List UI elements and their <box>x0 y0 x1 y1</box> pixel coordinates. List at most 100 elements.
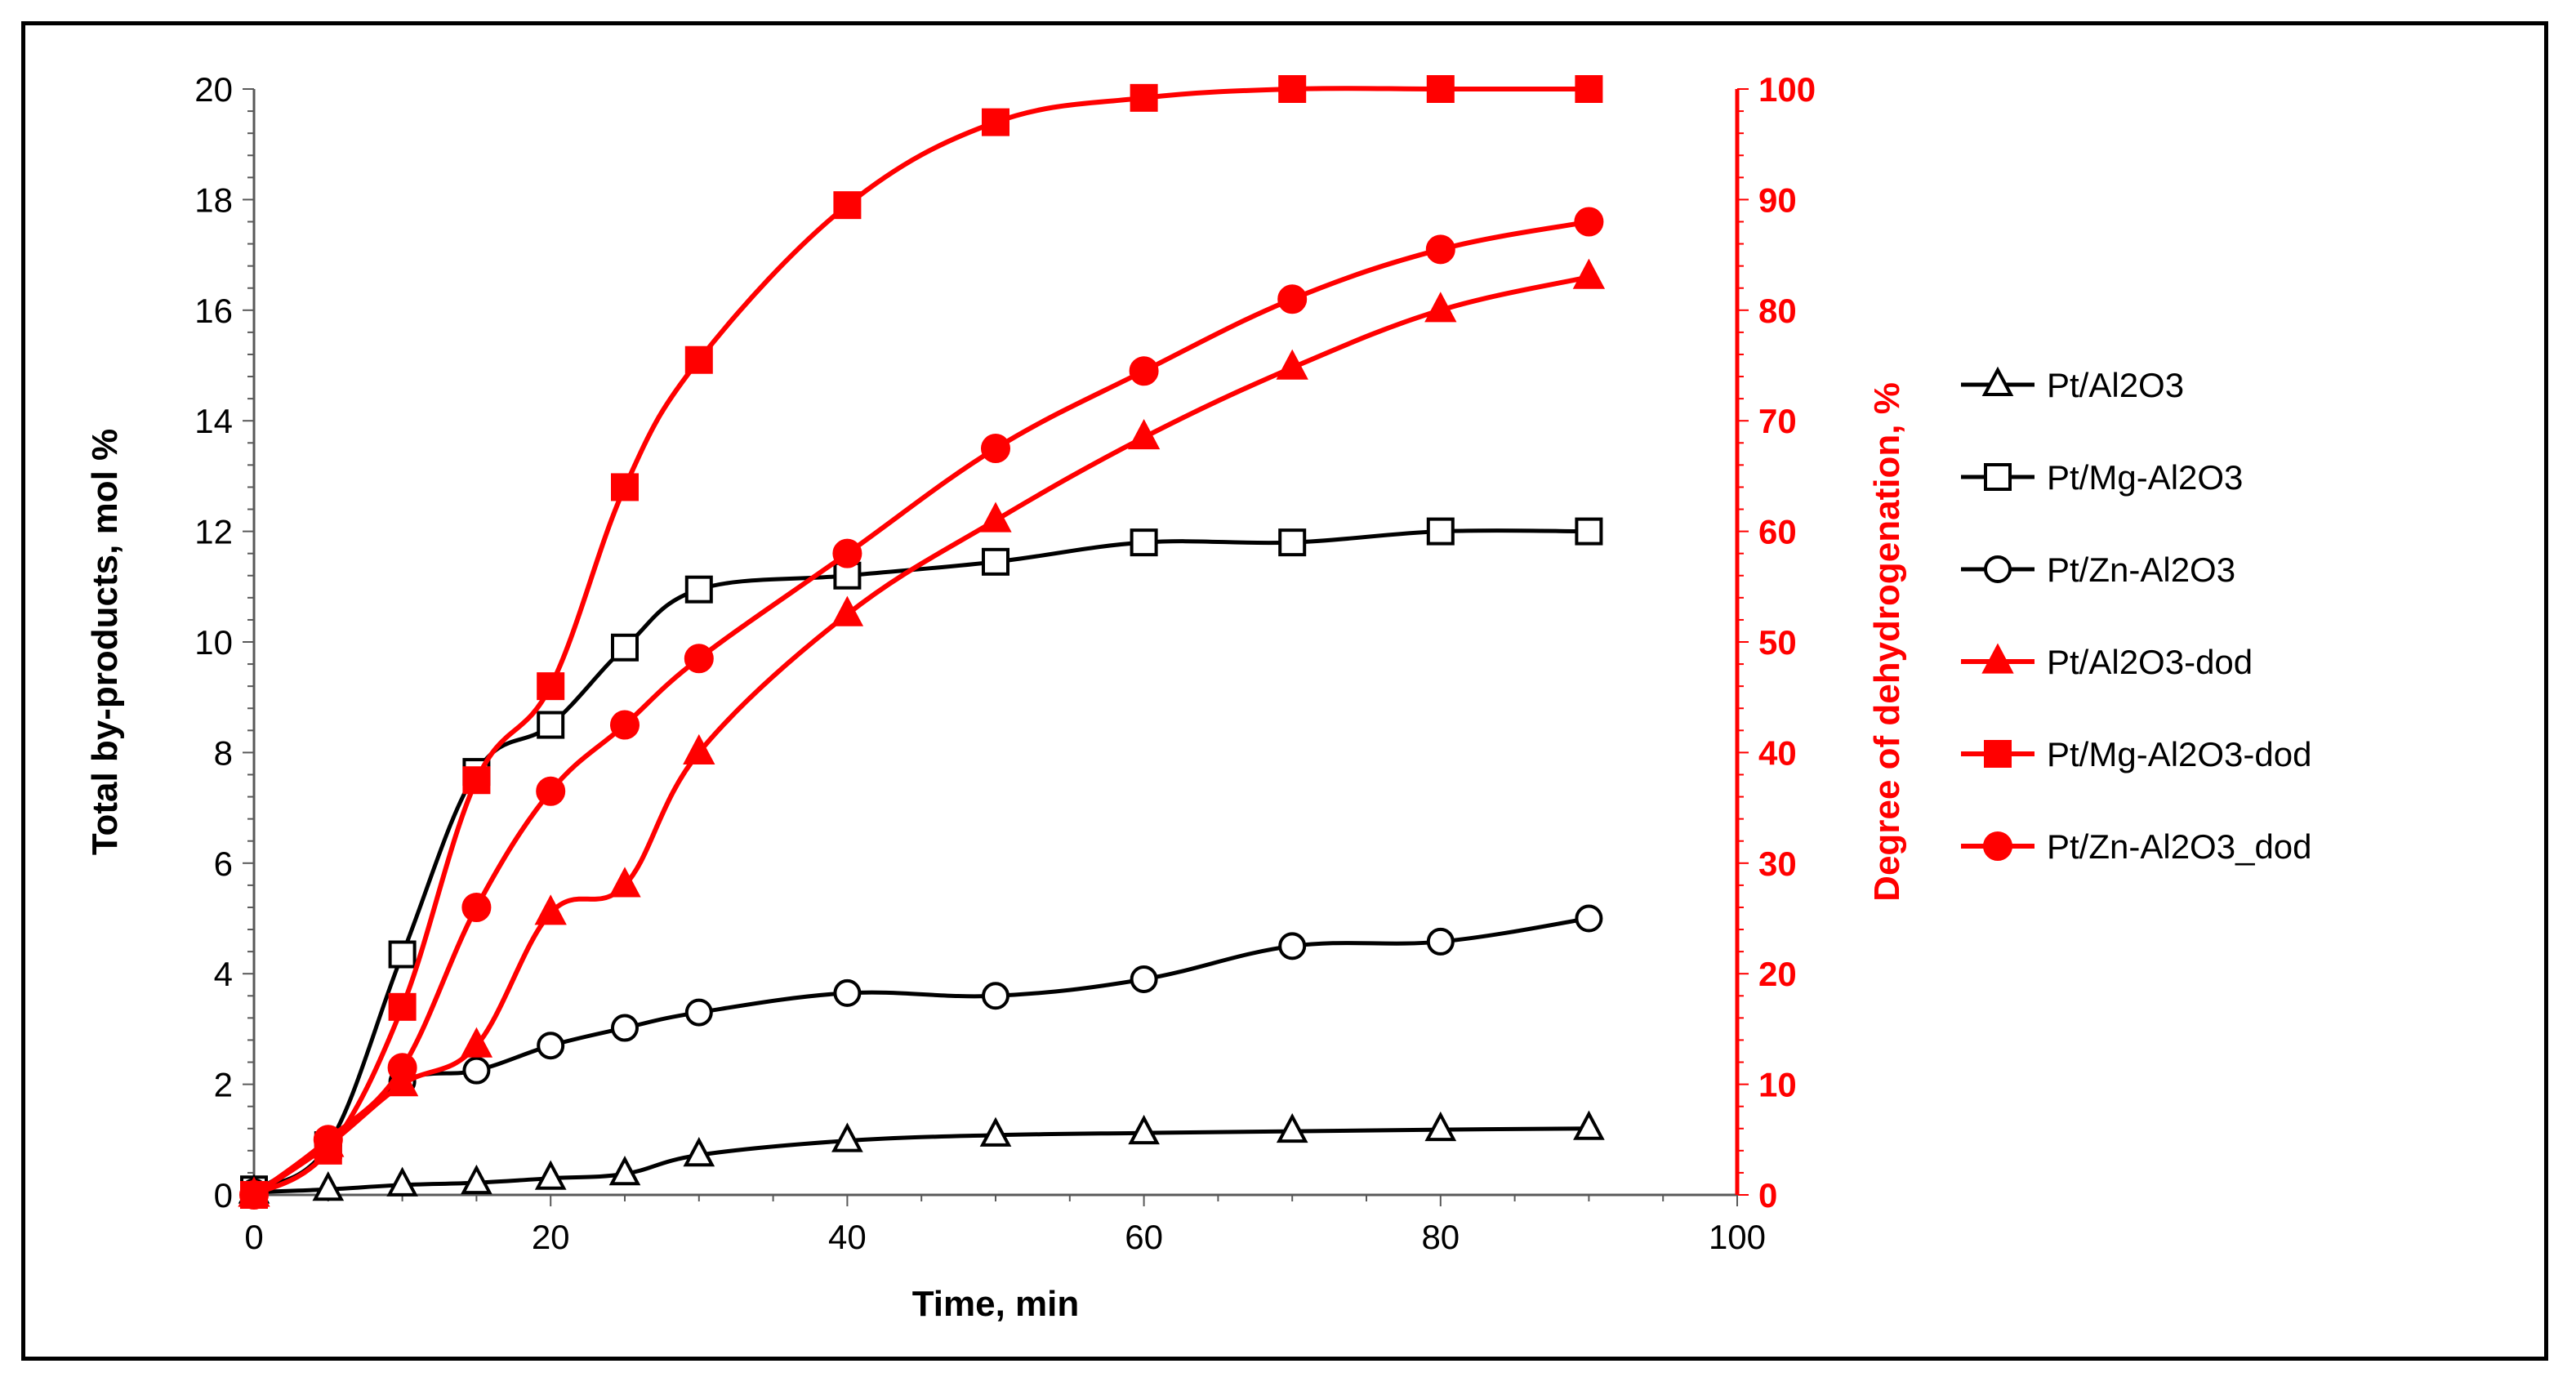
data-point <box>462 1056 491 1085</box>
data-point <box>1573 1110 1605 1140</box>
legend-entry: Pt/Mg-Al2O3 <box>1961 458 2243 497</box>
data-point <box>388 940 417 969</box>
y-tick-label: 10 <box>194 623 233 662</box>
series-line <box>252 219 1589 1197</box>
series-line <box>253 1126 1589 1195</box>
y-tick-label: 14 <box>194 402 233 440</box>
data-point <box>1575 517 1603 546</box>
legend-marker <box>1983 831 2012 861</box>
series-layer <box>238 75 1606 1210</box>
x-tick-label: 40 <box>828 1218 867 1256</box>
data-point <box>1424 292 1457 323</box>
data-point <box>1425 234 1455 265</box>
y2-axis-label: Degree of dehydrogenation, % <box>1867 382 1907 902</box>
data-point <box>1276 349 1308 380</box>
legend-marker <box>1984 555 2012 583</box>
x-tick-label: 20 <box>532 1218 570 1256</box>
line-chart: 0 2 4 6 8 10 12 14 16 18 20 0 10 20 30 40 50 60 70 80 90 100 0… <box>85 70 2312 1324</box>
data-point <box>534 1160 567 1190</box>
y-tick-label: 12 <box>194 513 233 551</box>
data-point <box>832 538 862 568</box>
data-point <box>1130 965 1158 993</box>
data-point <box>684 345 713 374</box>
data-point <box>386 1166 418 1197</box>
y2-tick-label: 10 <box>1758 1066 1797 1104</box>
data-point <box>683 733 715 764</box>
legend-entry: Pt/Mg-Al2O3-dod <box>1961 735 2311 773</box>
x-tick-label: 0 <box>244 1218 263 1256</box>
data-point <box>611 633 639 662</box>
data-point <box>1128 1114 1160 1145</box>
series-line <box>252 86 1589 1197</box>
y2-tick-label: 40 <box>1758 733 1797 772</box>
y-tick-label: 2 <box>214 1066 233 1104</box>
axes: 0 2 4 6 8 10 12 14 16 18 20 0 10 20 30 40 50 60 70 80 90 100 0… <box>194 70 1816 1256</box>
data-point <box>536 776 566 806</box>
data-point <box>537 711 565 739</box>
data-point <box>537 1032 565 1060</box>
data-point <box>833 978 862 1007</box>
y-tick-label: 6 <box>214 845 233 883</box>
data-point <box>1575 75 1603 103</box>
data-point <box>982 547 1009 576</box>
data-point <box>1130 83 1158 112</box>
data-point <box>1278 528 1307 557</box>
series-4 <box>240 75 1603 1209</box>
series-0 <box>238 1110 1605 1204</box>
y2-tick-label: 30 <box>1758 845 1797 883</box>
data-point <box>1574 207 1604 237</box>
x-axis-label: Time, min <box>912 1284 1080 1324</box>
data-point <box>979 501 1012 533</box>
y-tick-label: 0 <box>214 1176 233 1214</box>
series-line <box>252 528 1589 1192</box>
data-point <box>608 867 641 898</box>
series-5 <box>239 207 1604 1210</box>
x-tick-label: 100 <box>1709 1218 1766 1256</box>
y-tick-label: 16 <box>194 292 233 330</box>
data-point <box>1129 356 1159 386</box>
chart-frame: 0 2 4 6 8 10 12 14 16 18 20 0 10 20 30 40 50 60 70 80 90 100 0… <box>21 21 2548 1361</box>
legend-entry: Pt/Al2O3 <box>1961 366 2184 404</box>
data-point <box>1130 528 1158 557</box>
data-point <box>1278 75 1307 103</box>
data-point <box>610 710 640 740</box>
y-tick-label: 20 <box>194 70 233 109</box>
legend-marker <box>1981 643 2014 674</box>
data-point <box>534 894 567 925</box>
y2-tick-label: 70 <box>1758 402 1797 440</box>
y2-tick-label: 0 <box>1758 1176 1777 1214</box>
data-point <box>833 191 862 220</box>
data-point <box>461 1164 492 1195</box>
data-point <box>611 1014 639 1042</box>
legend: Pt/Al2O3 Pt/Mg-Al2O3 Pt/Zn-Al2O3 Pt/Al2O3-d… <box>1961 366 2312 866</box>
data-point <box>684 644 714 674</box>
legend-marker <box>1981 366 2014 396</box>
series-2 <box>240 904 1603 1206</box>
data-point <box>831 595 864 626</box>
data-point <box>608 1156 641 1186</box>
data-point <box>1276 1112 1308 1143</box>
data-point <box>461 892 492 922</box>
data-point <box>979 1116 1012 1147</box>
data-point <box>1426 517 1455 546</box>
legend-entry: Pt/Al2O3-dod <box>1961 643 2253 681</box>
data-point <box>388 992 417 1021</box>
data-point <box>1277 284 1308 314</box>
data-point <box>1575 904 1603 933</box>
data-point <box>1424 1111 1457 1142</box>
data-point <box>683 1137 715 1167</box>
y2-tick-label: 50 <box>1758 623 1797 662</box>
data-point <box>1426 75 1455 103</box>
data-point <box>1426 927 1455 956</box>
series-3 <box>238 258 1606 1207</box>
x-tick-label: 80 <box>1421 1218 1460 1256</box>
data-point <box>312 1170 345 1201</box>
legend-label: Pt/Al2O3-dod <box>2047 643 2253 681</box>
data-point <box>831 1122 863 1152</box>
y-axis-label: Total by-products, mol % <box>85 429 125 855</box>
legend-label: Pt/Zn-Al2O3_dod <box>2047 827 2312 866</box>
legend-label: Pt/Zn-Al2O3 <box>2047 550 2235 589</box>
legend-entry: Pt/Zn-Al2O3_dod <box>1961 827 2312 866</box>
series-line <box>252 274 1590 1197</box>
y2-tick-label: 20 <box>1758 955 1797 993</box>
